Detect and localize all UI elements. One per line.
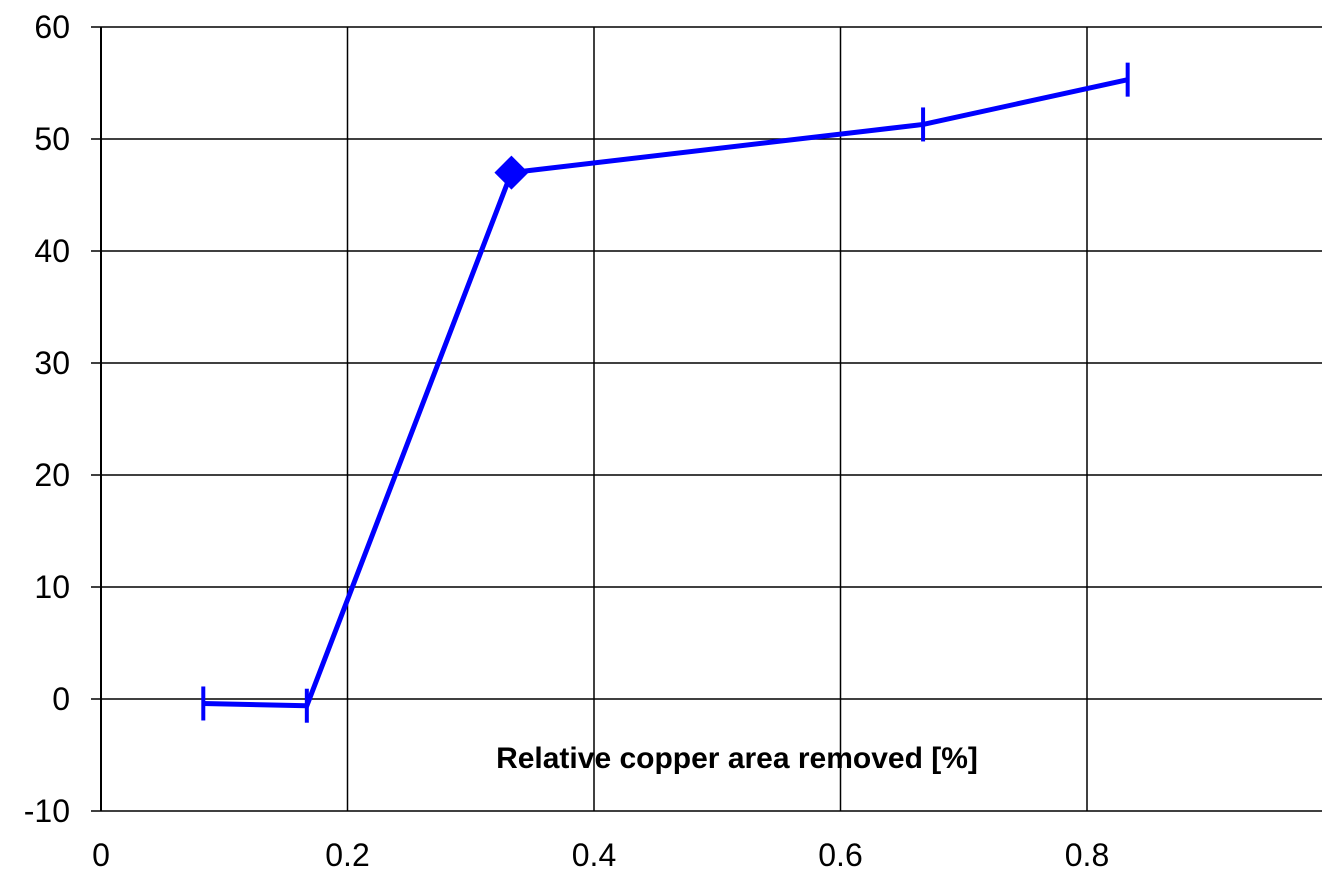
vertical-gridlines <box>346 27 1088 811</box>
x-tick-label: 0 <box>92 837 110 873</box>
y-tick-labels: -10 0 10 20 30 40 50 60 <box>24 9 70 829</box>
series-line <box>203 77 1129 709</box>
x-tick-label: 0.8 <box>1065 837 1109 873</box>
diamond-marker <box>494 155 529 190</box>
horizontal-gridlines <box>91 26 1322 812</box>
y-tick-label: 20 <box>34 457 70 493</box>
x-axis-title: Relative copper area removed [%] <box>496 742 978 775</box>
x-tick-label: 0.6 <box>818 837 862 873</box>
y-tick-label: -10 <box>24 793 70 829</box>
x-tick-label: 0.4 <box>572 837 616 873</box>
y-tick-label: 0 <box>52 681 70 717</box>
y-tick-label: 60 <box>34 9 70 45</box>
x-tick-labels: 0 0.2 0.4 0.6 0.8 <box>92 837 1109 873</box>
series-group <box>201 62 1130 723</box>
y-tick-label: 40 <box>34 233 70 269</box>
y-tick-label: 50 <box>34 121 70 157</box>
y-tick-label: 10 <box>34 569 70 605</box>
y-tick-label: 30 <box>34 345 70 381</box>
x-tick-label: 0.2 <box>325 837 369 873</box>
